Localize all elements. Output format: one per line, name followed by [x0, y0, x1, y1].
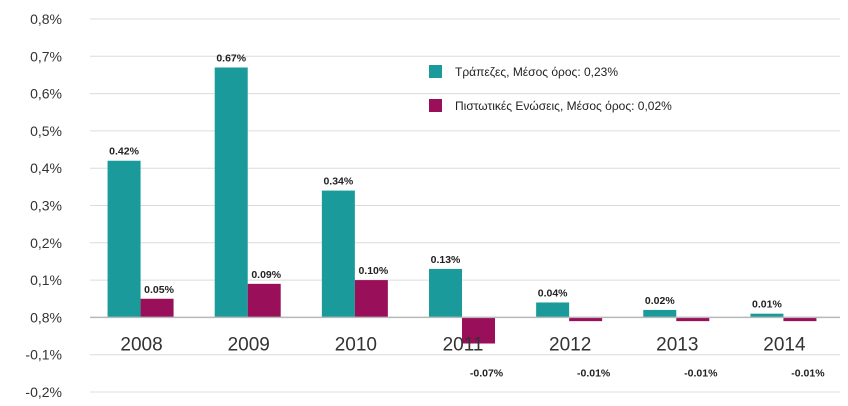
data-label: 0.09% [251, 269, 281, 281]
data-label: 0.05% [144, 284, 174, 296]
y-tick-label: -0,1% [25, 347, 62, 363]
y-tick-label: -0,2% [25, 384, 62, 400]
x-axis-categories: 2008 2009 2010 2011 2012 2013 2014 [120, 334, 806, 355]
legend: Τράπεζες, Μέσος όρος: 0,23% Πιστωτικές Εν… [429, 65, 672, 113]
data-label: -0.01% [577, 367, 611, 379]
x-category-label: 2013 [656, 334, 698, 355]
bar-credit-unions-2013 [676, 317, 710, 322]
x-category-label: 2008 [120, 334, 162, 355]
legend-label: Πιστωτικές Ενώσεις, Μέσος όρος: 0,02% [455, 99, 672, 113]
y-tick-label: 0,6% [30, 86, 62, 102]
y-tick-label: 0,2% [30, 235, 62, 251]
bar-banks-2014 [750, 313, 784, 318]
bar-credit-unions-2009 [247, 283, 281, 318]
y-tick-label: 0,8% [30, 11, 62, 27]
legend-swatch [429, 65, 442, 78]
data-labels: 0.42% 0.05% 0.67% 0.09% 0.34% 0.10% 0.13% -0.07… [109, 52, 825, 379]
x-category-label: 2009 [228, 334, 270, 355]
data-label: 0.67% [216, 52, 246, 64]
data-label: -0.07% [470, 367, 504, 379]
bar-banks-2011 [429, 268, 462, 318]
bars [107, 67, 817, 344]
y-axis-ticks: 0,8% 0,7% 0,6% 0,5% 0,4% 0,3% 0,2% 0,1% 0,8% -0,1… [25, 11, 62, 400]
y-tick-label: 0,3% [30, 198, 62, 214]
bar-credit-unions-2011 [462, 317, 495, 344]
bar-credit-unions-2014 [783, 317, 817, 322]
data-label: 0.01% [752, 299, 782, 311]
legend-label: Τράπεζες, Μέσος όρος: 0,23% [455, 65, 618, 79]
data-label: 0.13% [431, 254, 461, 266]
legend-swatch [429, 99, 442, 112]
data-label: -0.01% [684, 367, 718, 379]
bar-banks-2010 [321, 190, 355, 318]
data-label: 0.04% [538, 287, 568, 299]
bar-banks-2008 [107, 160, 141, 318]
bar-credit-unions-2012 [569, 317, 603, 322]
y-tick-label: 0,7% [30, 48, 62, 64]
data-label: -0.01% [791, 367, 825, 379]
x-category-label: 2012 [549, 334, 591, 355]
data-label: 0.10% [358, 265, 388, 277]
bar-credit-unions-2008 [140, 298, 174, 318]
bar-banks-2009 [214, 67, 248, 318]
y-tick-label: 0,8% [30, 309, 62, 325]
bar-banks-2013 [643, 309, 677, 318]
bar-credit-unions-2010 [354, 280, 388, 318]
data-label: 0.34% [323, 176, 353, 188]
y-tick-label: 0,4% [30, 160, 62, 176]
bar-banks-2012 [536, 302, 570, 318]
x-category-label: 2011 [443, 334, 484, 355]
y-tick-label: 0,5% [30, 123, 62, 139]
y-tick-label: 0,1% [30, 272, 62, 288]
data-label: 0.02% [645, 295, 675, 307]
data-label: 0.42% [109, 146, 139, 158]
x-category-label: 2010 [335, 334, 377, 355]
x-category-label: 2014 [763, 334, 806, 355]
